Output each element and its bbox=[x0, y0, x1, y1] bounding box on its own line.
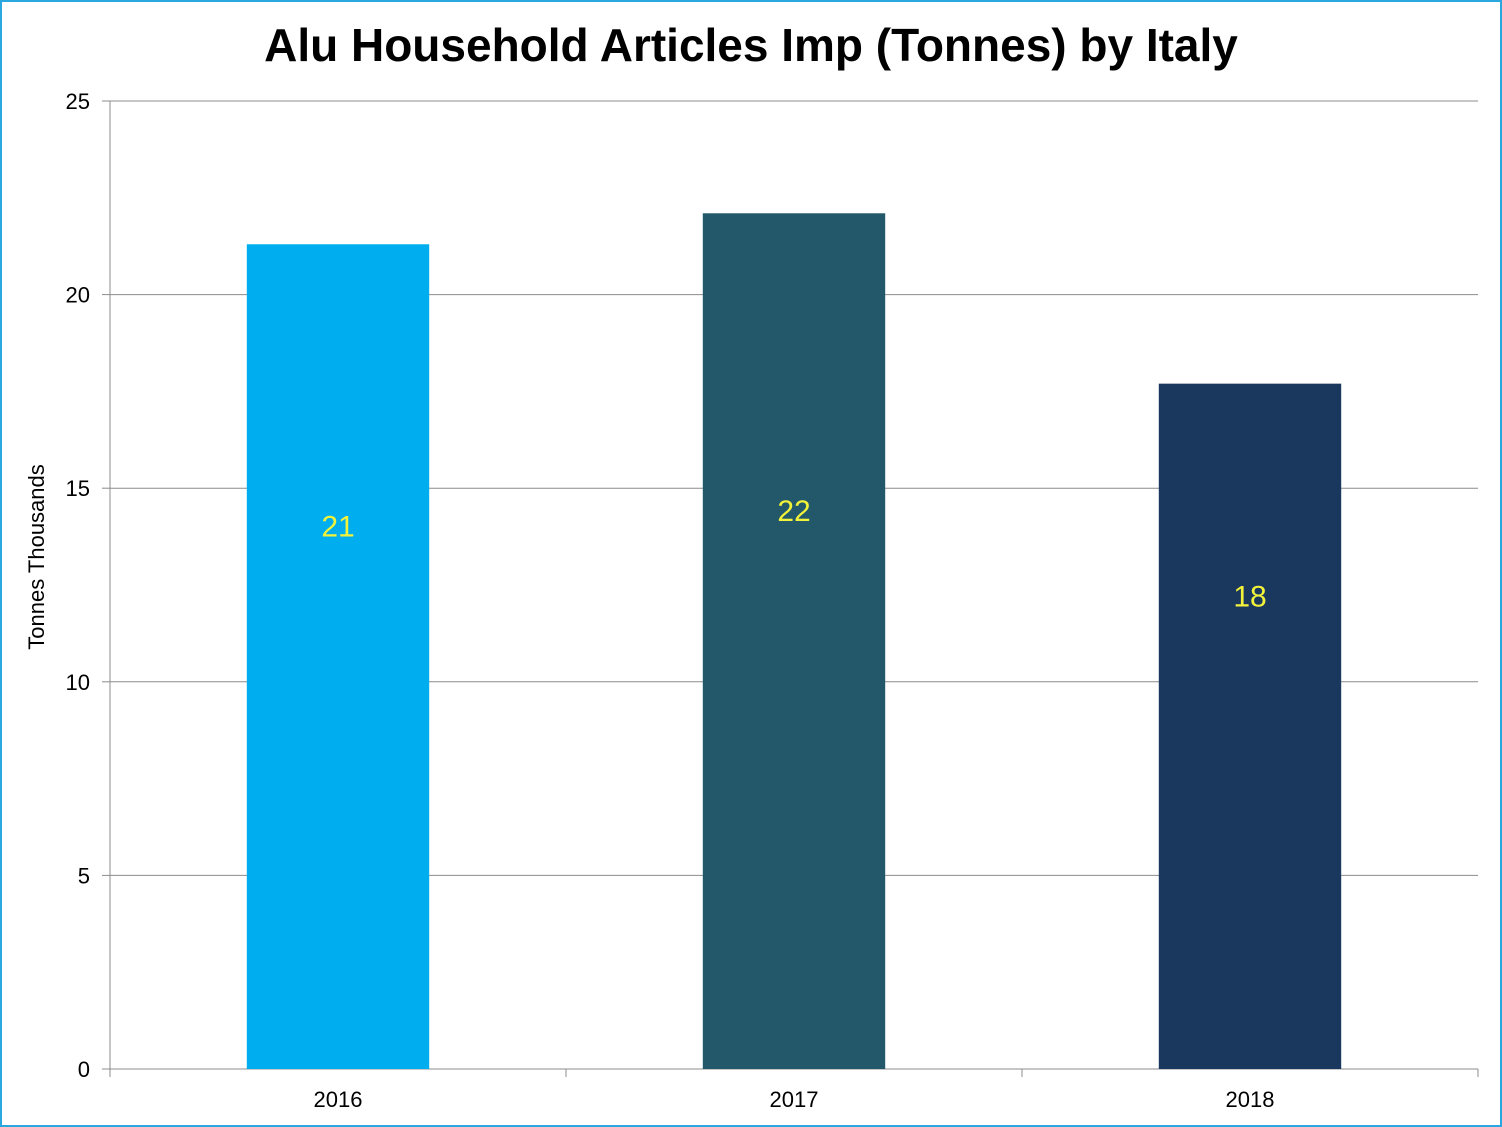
y-tick-label: 25 bbox=[66, 89, 90, 114]
data-labels: 21 22 18 bbox=[321, 495, 1266, 613]
y-axis-title: Tonnes Thousands bbox=[24, 464, 49, 650]
bars bbox=[246, 213, 1342, 1070]
bar-2016 bbox=[246, 244, 430, 1069]
data-label-2016: 21 bbox=[321, 511, 354, 544]
y-tick-label: 15 bbox=[66, 476, 90, 501]
bar-2017 bbox=[702, 213, 886, 1070]
x-tick-label: 2016 bbox=[314, 1087, 363, 1112]
chart-title: Alu Household Articles Imp (Tonnes) by I… bbox=[264, 19, 1238, 71]
axes: 0 5 10 15 20 25 2016 2017 2018 bbox=[66, 89, 1479, 1112]
y-tick-label: 0 bbox=[78, 1057, 90, 1082]
x-tick-label: 2017 bbox=[770, 1087, 819, 1112]
data-label-2017: 22 bbox=[777, 495, 810, 528]
bar-2018 bbox=[1158, 383, 1342, 1069]
y-tick-label: 20 bbox=[66, 283, 90, 308]
y-tick-label: 10 bbox=[66, 670, 90, 695]
x-tick-label: 2018 bbox=[1226, 1087, 1275, 1112]
data-label-2018: 18 bbox=[1233, 580, 1266, 613]
y-tick-label: 5 bbox=[78, 863, 90, 888]
